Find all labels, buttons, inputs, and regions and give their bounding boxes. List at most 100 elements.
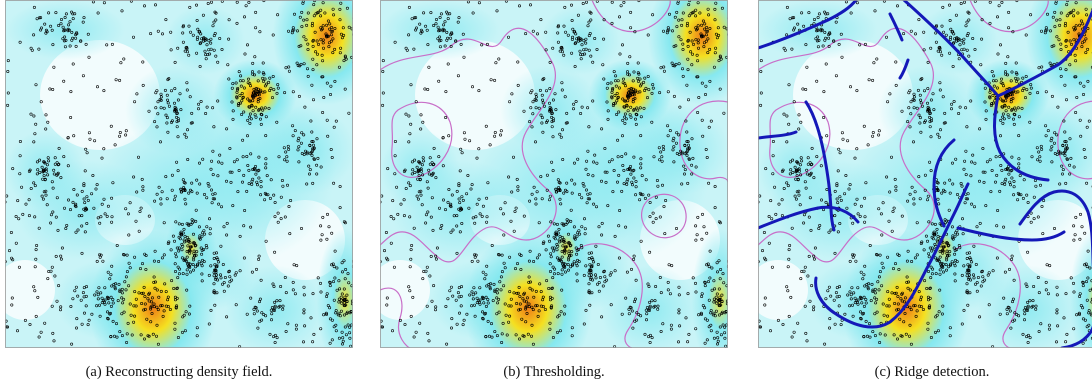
data-point <box>647 308 651 312</box>
data-point <box>793 194 797 198</box>
data-point <box>850 286 854 290</box>
data-point <box>84 304 88 308</box>
data-point <box>537 309 541 313</box>
data-point <box>525 300 529 304</box>
data-point <box>940 53 944 57</box>
data-point <box>272 284 276 288</box>
data-point <box>1031 304 1035 308</box>
data-point <box>6 91 10 95</box>
data-point <box>992 101 996 105</box>
data-point <box>345 311 349 315</box>
data-point <box>439 227 443 231</box>
data-point <box>968 291 972 295</box>
data-point <box>859 310 863 314</box>
data-point <box>1086 276 1090 280</box>
data-point <box>1073 233 1077 237</box>
data-point <box>794 197 798 201</box>
data-point <box>507 175 511 179</box>
data-point <box>534 289 538 293</box>
data-point <box>908 305 912 309</box>
data-point <box>595 205 599 209</box>
data-point <box>651 86 655 90</box>
data-point <box>1064 143 1068 147</box>
data-point <box>230 100 234 104</box>
data-point <box>597 225 601 229</box>
data-point <box>671 148 675 152</box>
data-point <box>214 54 218 58</box>
data-point <box>173 262 177 266</box>
data-point <box>584 167 588 171</box>
data-point <box>95 290 99 294</box>
data-point <box>973 161 977 165</box>
data-point <box>542 77 546 81</box>
data-point <box>633 319 637 323</box>
data-point <box>287 65 291 69</box>
data-point <box>399 202 403 206</box>
data-point <box>713 206 717 210</box>
data-point <box>6 59 10 63</box>
data-point <box>122 310 126 314</box>
data-point <box>328 317 332 321</box>
data-point <box>699 34 703 38</box>
data-point <box>627 312 631 316</box>
data-point <box>130 333 134 337</box>
data-point <box>423 87 427 91</box>
data-point <box>408 289 412 293</box>
data-point <box>863 215 867 219</box>
data-point <box>583 52 587 56</box>
data-point <box>56 172 60 176</box>
data-point <box>1055 35 1059 39</box>
data-point <box>774 212 778 216</box>
data-point <box>1053 10 1057 14</box>
data-point <box>281 304 285 308</box>
data-point <box>551 265 555 269</box>
data-point <box>550 125 554 129</box>
data-point <box>666 280 670 284</box>
data-point <box>322 313 326 317</box>
data-point <box>1034 307 1038 311</box>
data-point <box>271 33 275 37</box>
data-point <box>948 51 952 55</box>
data-point <box>257 93 261 97</box>
data-point <box>569 253 573 257</box>
data-point <box>948 334 952 338</box>
data-point <box>49 24 53 28</box>
data-point <box>639 134 643 138</box>
data-point <box>617 173 621 177</box>
data-point <box>514 206 518 210</box>
data-point <box>771 140 775 144</box>
data-point <box>545 120 549 124</box>
data-point <box>935 227 939 231</box>
data-point <box>722 25 726 29</box>
data-point <box>54 215 58 219</box>
data-point <box>947 253 951 257</box>
data-point <box>211 192 215 196</box>
data-point <box>431 172 435 176</box>
data-point <box>85 222 89 226</box>
data-point <box>577 229 581 233</box>
data-point <box>874 301 878 305</box>
data-point <box>1083 231 1087 235</box>
data-point <box>601 284 605 288</box>
data-point <box>703 27 707 31</box>
data-point <box>338 7 342 11</box>
data-point <box>155 323 159 327</box>
data-point <box>58 308 62 312</box>
data-point <box>819 164 823 168</box>
data-point <box>591 99 595 103</box>
data-point <box>109 295 113 299</box>
data-point <box>1013 113 1017 117</box>
data-point <box>828 317 832 321</box>
data-point <box>456 291 460 295</box>
data-point <box>193 244 197 248</box>
data-point <box>909 308 913 312</box>
data-point <box>409 248 413 252</box>
data-point <box>328 306 332 310</box>
data-point <box>846 293 850 297</box>
data-point <box>957 37 961 41</box>
data-point <box>337 311 341 315</box>
data-point <box>580 246 584 250</box>
data-point <box>903 300 907 304</box>
data-point <box>315 39 319 43</box>
data-point <box>863 196 867 200</box>
